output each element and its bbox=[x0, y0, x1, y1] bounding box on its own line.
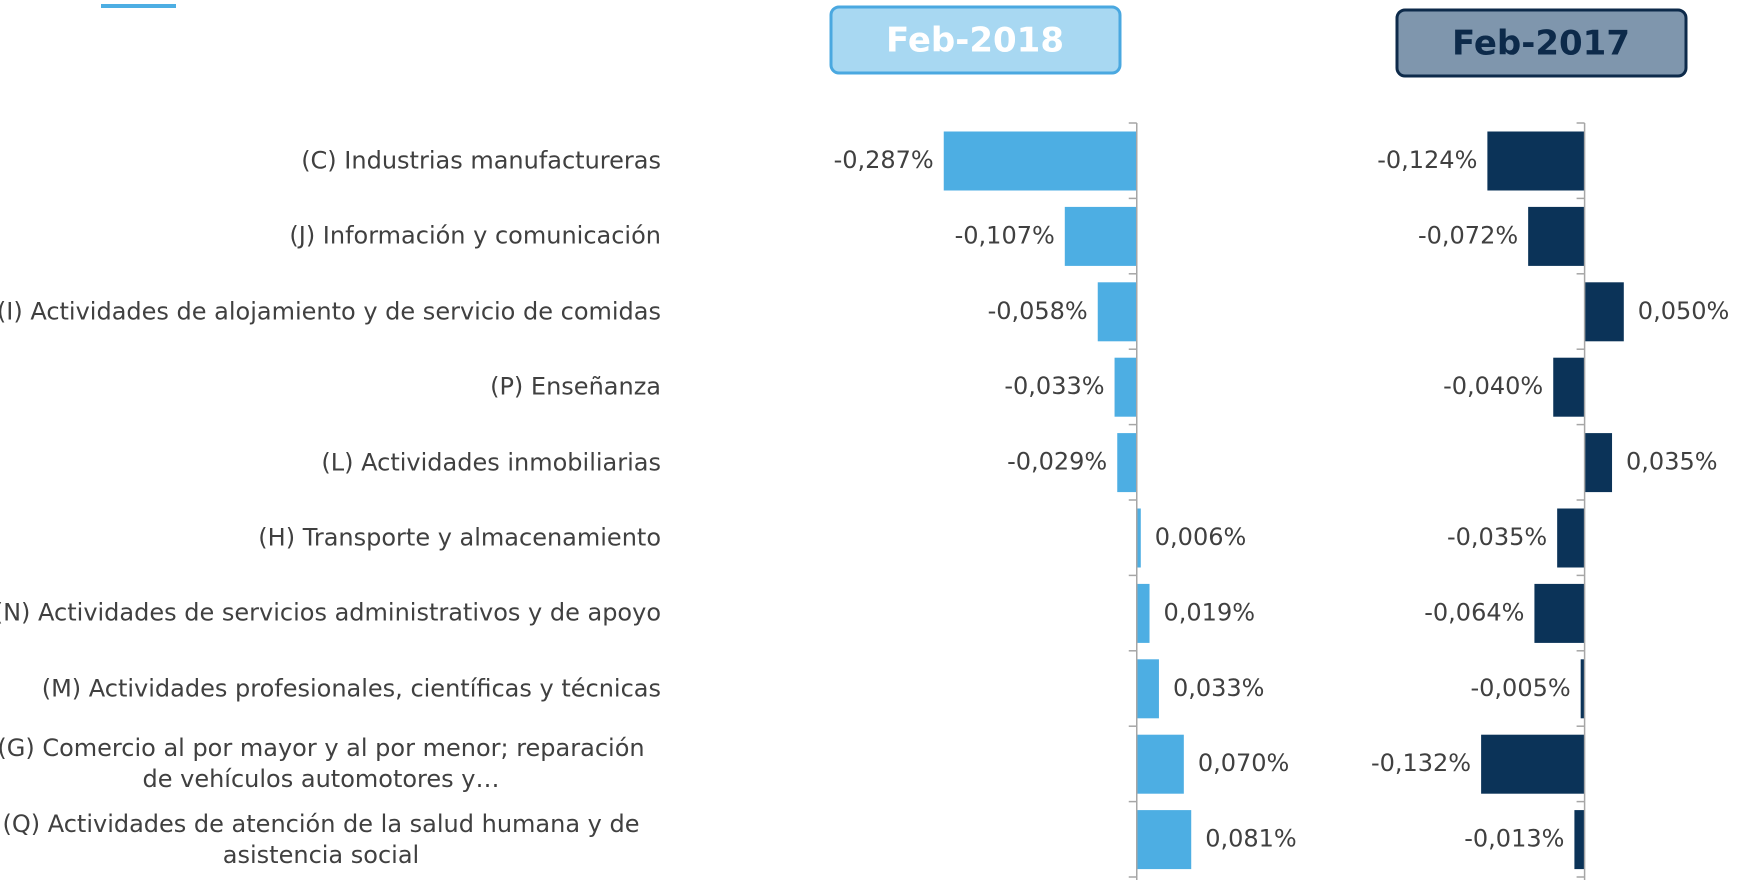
bar bbox=[1136, 508, 1141, 568]
data-label: 0,033% bbox=[1173, 674, 1265, 702]
bar bbox=[1481, 734, 1585, 794]
data-label: -0,040% bbox=[1443, 372, 1543, 400]
data-label: -0,107% bbox=[955, 221, 1055, 249]
data-label: -0,033% bbox=[1004, 372, 1104, 400]
data-label: -0,029% bbox=[1007, 448, 1107, 476]
chart-title: Feb-2018 bbox=[886, 21, 1064, 61]
data-label: -0,058% bbox=[988, 297, 1088, 325]
bar bbox=[1528, 206, 1585, 266]
bar bbox=[1584, 433, 1613, 493]
data-label: -0,287% bbox=[834, 146, 934, 174]
header-box bbox=[1395, 8, 1688, 78]
chart-title: Feb-2017 bbox=[1452, 24, 1630, 64]
data-label: -0,005% bbox=[1471, 674, 1571, 702]
data-label: 0,035% bbox=[1626, 448, 1718, 476]
data-label: 0,070% bbox=[1198, 749, 1290, 777]
data-label: -0,064% bbox=[1424, 598, 1524, 626]
category-label: (P) Enseñanza bbox=[0, 372, 661, 403]
bar bbox=[1064, 206, 1137, 266]
bar bbox=[1584, 282, 1624, 342]
data-label: -0,035% bbox=[1447, 523, 1547, 551]
bar bbox=[1136, 734, 1184, 794]
category-text: (H) Transporte y almacenamiento bbox=[258, 523, 661, 552]
bar bbox=[1136, 810, 1192, 870]
category-text: (Q) Actividades de atención de la salud … bbox=[2, 809, 640, 869]
bar bbox=[1114, 357, 1137, 417]
data-label: -0,124% bbox=[1377, 146, 1477, 174]
category-label: (C) Industrias manufactureras bbox=[0, 145, 661, 176]
category-label: (L) Actividades inmobiliarias bbox=[0, 447, 661, 478]
category-text: (P) Enseñanza bbox=[490, 372, 661, 401]
data-label: 0,019% bbox=[1164, 598, 1256, 626]
bar bbox=[1553, 357, 1585, 417]
category-label: (G) Comercio al por mayor y al por menor… bbox=[0, 733, 661, 795]
category-text: (N) Actividades de servicios administrat… bbox=[0, 598, 661, 627]
bar bbox=[1136, 583, 1150, 643]
category-label: (J) Información y comunicación bbox=[0, 221, 661, 252]
category-text: (M) Actividades profesionales, científic… bbox=[41, 674, 661, 703]
bar bbox=[1487, 131, 1585, 191]
bar bbox=[1574, 810, 1585, 870]
category-text: (J) Información y comunicación bbox=[289, 221, 661, 250]
bar bbox=[1557, 508, 1585, 568]
header-box bbox=[829, 5, 1122, 75]
bar bbox=[1534, 583, 1585, 643]
data-label: -0,072% bbox=[1418, 221, 1518, 249]
category-label: (H) Transporte y almacenamiento bbox=[0, 522, 661, 553]
data-label: -0,132% bbox=[1371, 749, 1471, 777]
bar bbox=[1097, 282, 1137, 342]
category-text: (G) Comercio al por mayor y al por menor… bbox=[0, 734, 645, 794]
bar bbox=[1580, 659, 1585, 719]
bar bbox=[1117, 433, 1137, 493]
category-label: (N) Actividades de servicios administrat… bbox=[0, 598, 661, 629]
data-label: -0,013% bbox=[1464, 825, 1564, 853]
category-text: (L) Actividades inmobiliarias bbox=[321, 448, 661, 476]
category-label: (I) Actividades de alojamiento y de serv… bbox=[0, 296, 661, 327]
category-text: (I) Actividades de alojamiento y de serv… bbox=[0, 297, 661, 326]
bar bbox=[943, 131, 1137, 191]
data-label: 0,006% bbox=[1155, 523, 1247, 551]
bar bbox=[1136, 659, 1159, 719]
category-label: (M) Actividades profesionales, científic… bbox=[0, 673, 661, 704]
data-label: 0,050% bbox=[1638, 297, 1730, 325]
category-label: (Q) Actividades de atención de la salud … bbox=[0, 808, 661, 870]
data-label: 0,081% bbox=[1205, 825, 1297, 853]
category-text: (C) Industrias manufactureras bbox=[301, 146, 661, 175]
